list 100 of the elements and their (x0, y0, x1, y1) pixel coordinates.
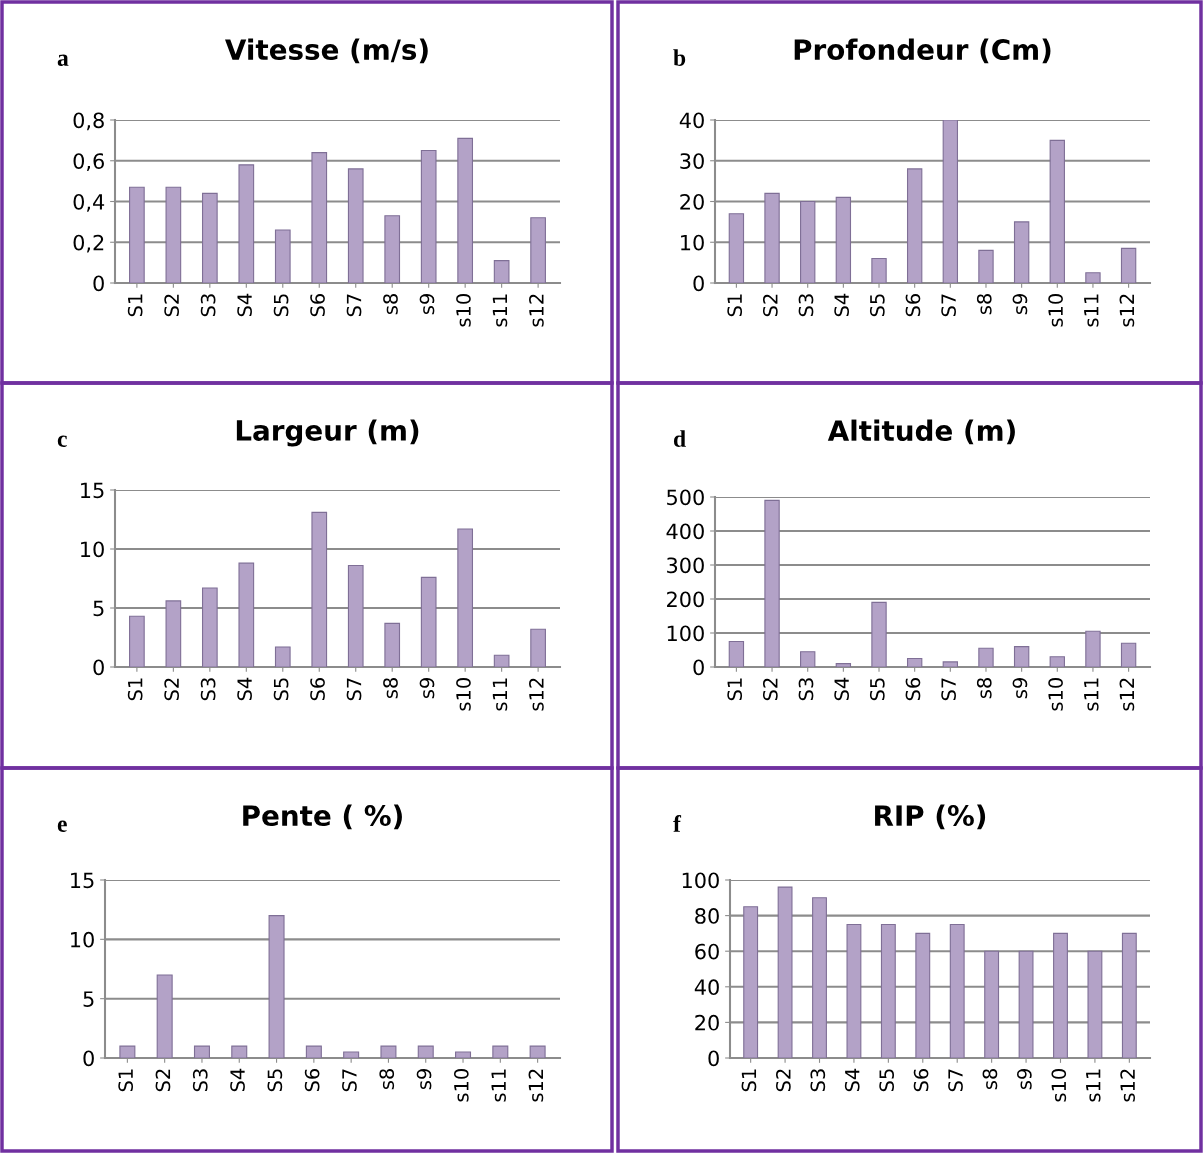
x-tick-label: S3 (810, 1069, 826, 1092)
bar (1120, 247, 1137, 283)
bar (1013, 221, 1030, 283)
x-tick-label: S6 (304, 1068, 320, 1092)
x-tick-label: s9 (419, 294, 435, 315)
bar (812, 897, 827, 1058)
x-tick-label: S1 (118, 1069, 134, 1092)
x-tick-label: S5 (273, 678, 289, 701)
chart-title: Vitesse (m/s) (225, 38, 428, 64)
x-tick-label: s10 (1051, 1069, 1067, 1102)
bar (1120, 642, 1137, 667)
bar (156, 974, 173, 1058)
y-tick-label: 5 (83, 991, 94, 1007)
x-tick-label: s10 (1048, 294, 1063, 327)
y-tick-label: 0 (83, 1050, 94, 1067)
x-tick-label: s9 (1012, 294, 1028, 315)
x-tick-label: S4 (834, 677, 849, 701)
bar (1049, 656, 1065, 667)
x-tick-label: S3 (192, 1069, 208, 1092)
x-tick-label: s8 (383, 294, 398, 315)
y-tick-label: 0 (93, 659, 104, 676)
chart-title: Profondeur (Cm) (794, 38, 1051, 64)
text: a (57, 54, 69, 66)
x-tick-label: S1 (741, 1069, 757, 1092)
bar (492, 1045, 509, 1058)
bar (880, 923, 896, 1058)
bar (193, 1045, 210, 1058)
bar (529, 1045, 546, 1058)
bar (493, 654, 510, 667)
y-tick-label: 0,2 (73, 234, 104, 253)
x-tick-label: S2 (155, 1069, 171, 1092)
x-tick-label: s10 (453, 1069, 469, 1102)
bar (238, 164, 255, 283)
x-tick-label: s11 (492, 294, 508, 327)
x-tick-label: s10 (456, 678, 471, 711)
x-tick-label: s8 (383, 678, 398, 699)
bar (493, 260, 510, 283)
x-tick-label: s10 (456, 294, 471, 327)
y-tick-label: 0,6 (73, 153, 104, 172)
y-tick-label: 10 (681, 234, 704, 251)
y-tick-label: 500 (667, 489, 704, 506)
x-tick-label: S3 (200, 678, 216, 701)
x-tick-label: s12 (1119, 294, 1135, 327)
x-tick-label: S5 (267, 1069, 283, 1092)
x-tick-label: s12 (528, 1069, 544, 1102)
chart-title: Pente ( %) (243, 804, 402, 830)
x-tick-label: S7 (346, 678, 362, 701)
bar (835, 663, 852, 667)
y-tick-label: 20 (695, 1014, 719, 1031)
y-tick-label: 15 (81, 482, 104, 499)
x-tick-label: S1 (727, 678, 743, 701)
y-tick-label: 0 (693, 659, 704, 676)
x-tick-label: S6 (905, 293, 921, 317)
bar (1049, 139, 1065, 283)
bar (311, 511, 328, 667)
x-tick-label: S4 (230, 1068, 245, 1092)
x-tick-label: s11 (1084, 294, 1099, 327)
x-tick-label: S2 (164, 678, 179, 701)
x-tick-label: S7 (948, 1069, 963, 1092)
x-tick-label: s11 (492, 678, 508, 711)
x-tick-label: S2 (164, 294, 179, 317)
bar (846, 923, 862, 1058)
y-tick-label: 0 (693, 275, 704, 292)
bar (728, 640, 745, 667)
y-tick-label: 10 (71, 931, 94, 948)
chart-title: Altitude (m) (827, 419, 1015, 445)
x-tick-label: S3 (798, 678, 814, 701)
bar (871, 257, 887, 283)
bar (347, 564, 364, 667)
x-tick-label: S6 (913, 1068, 929, 1092)
x-tick-label: S6 (905, 677, 921, 701)
bar (165, 186, 182, 283)
bar (274, 229, 291, 283)
x-tick-label: S4 (834, 293, 849, 317)
bar (1087, 950, 1103, 1058)
bar (129, 615, 145, 667)
bar (420, 576, 437, 667)
y-tick-label: 0 (93, 275, 104, 292)
bar (274, 646, 291, 667)
bar (455, 1051, 472, 1058)
y-tick-label: 0,8 (73, 112, 104, 131)
chart-title: Largeur (m) (236, 419, 419, 447)
x-tick-label: s12 (529, 678, 544, 711)
x-tick-label: s10 (1048, 678, 1063, 711)
y-tick-label: 40 (679, 112, 704, 129)
chart-title: RIP (%) (875, 804, 986, 830)
y-tick-label: 300 (667, 557, 704, 574)
x-tick-label: S2 (762, 294, 778, 317)
x-tick-label: S7 (941, 678, 956, 701)
x-tick-label: s11 (491, 1069, 506, 1102)
bar (201, 192, 218, 283)
x-tick-label: s9 (419, 678, 435, 699)
x-tick-label: s9 (416, 1069, 432, 1090)
x-tick-label: S2 (776, 1069, 791, 1092)
bar (764, 499, 780, 667)
bar (380, 1045, 397, 1058)
x-tick-label: S1 (127, 294, 143, 317)
y-tick-label: 400 (666, 523, 704, 540)
bar (530, 628, 546, 667)
x-tick-label: s8 (976, 678, 992, 699)
